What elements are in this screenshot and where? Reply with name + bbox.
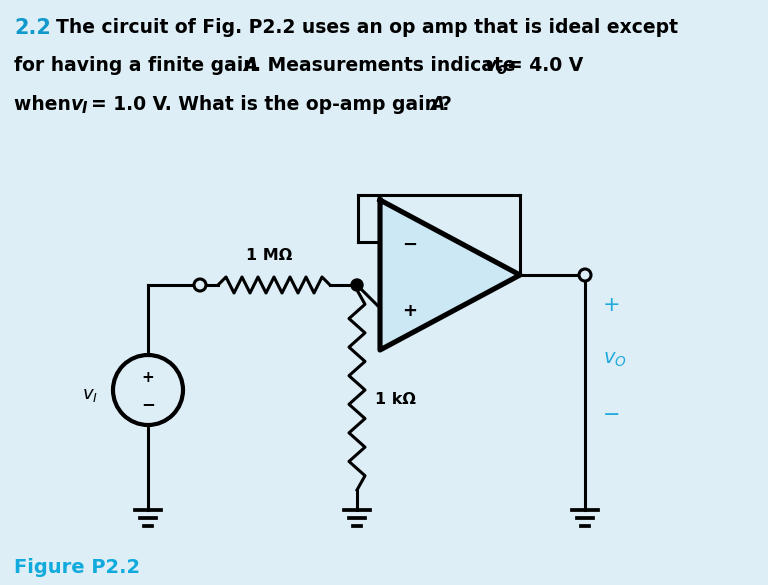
Text: v: v <box>485 56 497 75</box>
Text: −: − <box>141 395 155 413</box>
Text: A: A <box>243 56 257 75</box>
Text: = 1.0 V. What is the op-amp gain: = 1.0 V. What is the op-amp gain <box>91 95 445 114</box>
Circle shape <box>351 279 363 291</box>
Text: $v_I$: $v_I$ <box>82 386 98 404</box>
Text: 1 MΩ: 1 MΩ <box>246 248 292 263</box>
Text: I: I <box>82 101 88 116</box>
Text: +: + <box>402 302 417 320</box>
Text: when: when <box>14 95 78 114</box>
Text: +: + <box>603 295 621 315</box>
Text: 2.2: 2.2 <box>14 18 51 38</box>
Text: for having a finite gain: for having a finite gain <box>14 56 263 75</box>
Text: −: − <box>402 236 417 254</box>
Text: $v_O$: $v_O$ <box>603 351 627 369</box>
Polygon shape <box>380 200 520 350</box>
Text: 1 kΩ: 1 kΩ <box>375 393 416 408</box>
Text: −: − <box>603 405 621 425</box>
Text: A: A <box>430 95 445 114</box>
Text: +: + <box>141 370 154 386</box>
Text: . Measurements indicate: . Measurements indicate <box>254 56 522 75</box>
Circle shape <box>579 269 591 281</box>
Circle shape <box>194 279 206 291</box>
Text: Figure P2.2: Figure P2.2 <box>14 558 140 577</box>
Text: The circuit of Fig. P2.2 uses an op amp that is ideal except: The circuit of Fig. P2.2 uses an op amp … <box>56 18 678 37</box>
Text: = 4.0 V: = 4.0 V <box>507 56 583 75</box>
Text: v: v <box>71 95 83 114</box>
Text: ?: ? <box>441 95 452 114</box>
Text: o: o <box>496 62 506 77</box>
